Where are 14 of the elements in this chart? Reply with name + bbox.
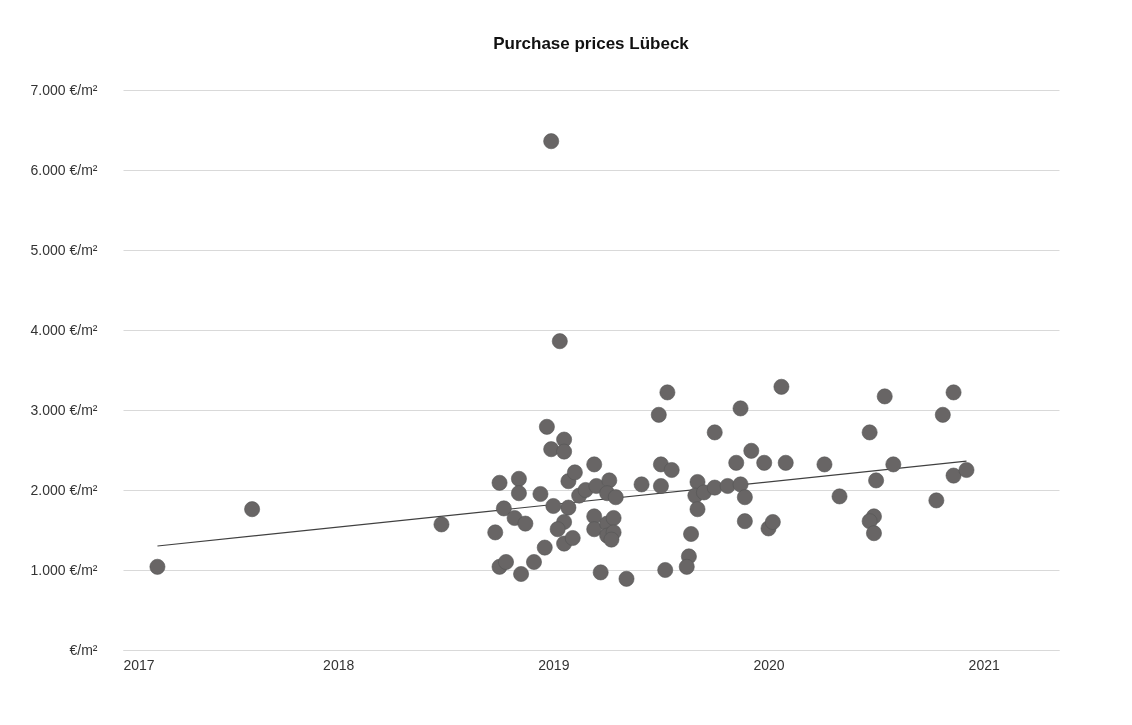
x-tick-label: 2017 xyxy=(123,656,155,673)
y-tick-label: 7.000 €/m² xyxy=(30,81,98,98)
x-tick-label: 2021 xyxy=(968,656,1000,673)
y-tick-label: 2.000 €/m² xyxy=(30,481,98,498)
chart-title: Purchase prices Lübeck xyxy=(493,34,690,53)
y-tick-label: 3.000 €/m² xyxy=(30,401,98,418)
x-tick-label: 2019 xyxy=(538,656,570,673)
x-tick-label: 2020 xyxy=(753,656,785,673)
x-tick-label: 2018 xyxy=(323,656,355,673)
y-tick-label: 1.000 €/m² xyxy=(30,561,98,578)
y-tick-label: 6.000 €/m² xyxy=(30,161,98,178)
y-tick-label: €/m² xyxy=(69,641,98,658)
y-tick-label: 5.000 €/m² xyxy=(30,241,98,258)
y-tick-label: 4.000 €/m² xyxy=(30,321,98,338)
